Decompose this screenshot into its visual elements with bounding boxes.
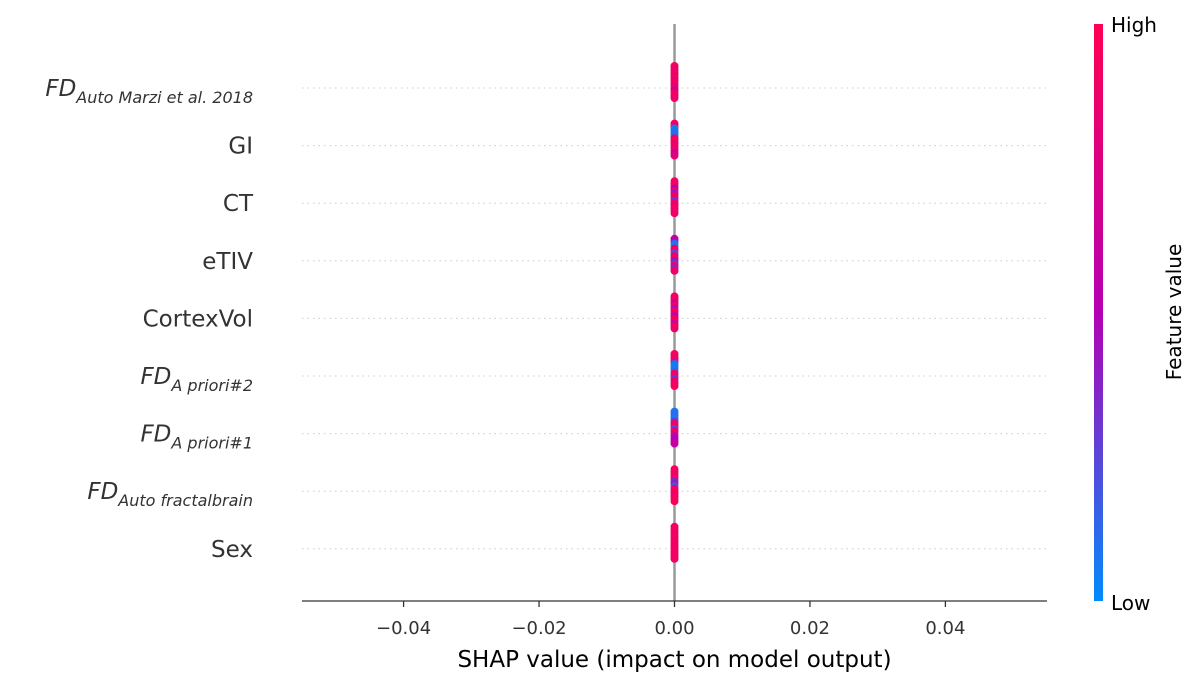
feature-label-base: eTIV — [202, 249, 253, 275]
points-layer — [670, 62, 679, 563]
feature-label-base: CT — [223, 191, 254, 217]
shap-point — [670, 324, 679, 333]
colorbar: High Low Feature value — [1094, 13, 1186, 615]
shap-point — [670, 439, 679, 448]
feature-label-subscript: Auto fractalbrain — [117, 491, 253, 510]
x-tick-label: 0.04 — [925, 618, 965, 639]
feature-label-base: FD — [45, 76, 76, 102]
feature-label-base: GI — [228, 134, 253, 160]
feature-label-subscript: A priori#2 — [170, 376, 253, 395]
feature-label: eTIV — [202, 249, 253, 275]
feature-label: CT — [223, 191, 254, 217]
x-tick-label: 0.00 — [654, 618, 694, 639]
shap-point — [670, 382, 679, 390]
x-axis-label: SHAP value (impact on model output) — [457, 647, 891, 673]
feature-label: CortexVol — [143, 306, 253, 332]
feature-label-base: Sex — [211, 537, 253, 563]
feature-labels: FDAuto Marzi et al. 2018GICTeTIVCortexVo… — [45, 76, 254, 563]
shap-point — [670, 151, 679, 160]
feature-label: FDA priori#1 — [140, 422, 253, 453]
feature-label-subscript: Auto Marzi et al. 2018 — [75, 88, 253, 107]
x-tick-label: −0.02 — [511, 618, 566, 639]
feature-label: Sex — [211, 537, 253, 563]
colorbar-title: Feature value — [1162, 244, 1186, 381]
shap-point — [670, 94, 679, 102]
shap-point — [670, 554, 679, 563]
shap-point — [670, 209, 679, 218]
shap-point — [670, 266, 679, 275]
feature-label: GI — [228, 134, 253, 160]
x-tick-label: 0.02 — [790, 618, 830, 639]
x-ticks: −0.04 −0.02 0.00 0.02 0.04 — [376, 601, 965, 639]
feature-label-subscript: A priori#1 — [170, 434, 253, 453]
feature-label-base: FD — [87, 479, 118, 505]
x-tick-label: −0.04 — [376, 618, 431, 639]
shap-point — [670, 497, 679, 506]
feature-label-base: CortexVol — [143, 306, 253, 332]
feature-label: FDA priori#2 — [140, 364, 253, 395]
colorbar-low-label: Low — [1111, 591, 1150, 615]
feature-label: FDAuto Marzi et al. 2018 — [45, 76, 253, 107]
colorbar-high-label: High — [1111, 13, 1157, 37]
feature-label-base: FD — [140, 364, 171, 390]
feature-label-base: FD — [140, 422, 171, 448]
feature-label: FDAuto fractalbrain — [87, 479, 253, 510]
colorbar-gradient — [1094, 24, 1103, 601]
